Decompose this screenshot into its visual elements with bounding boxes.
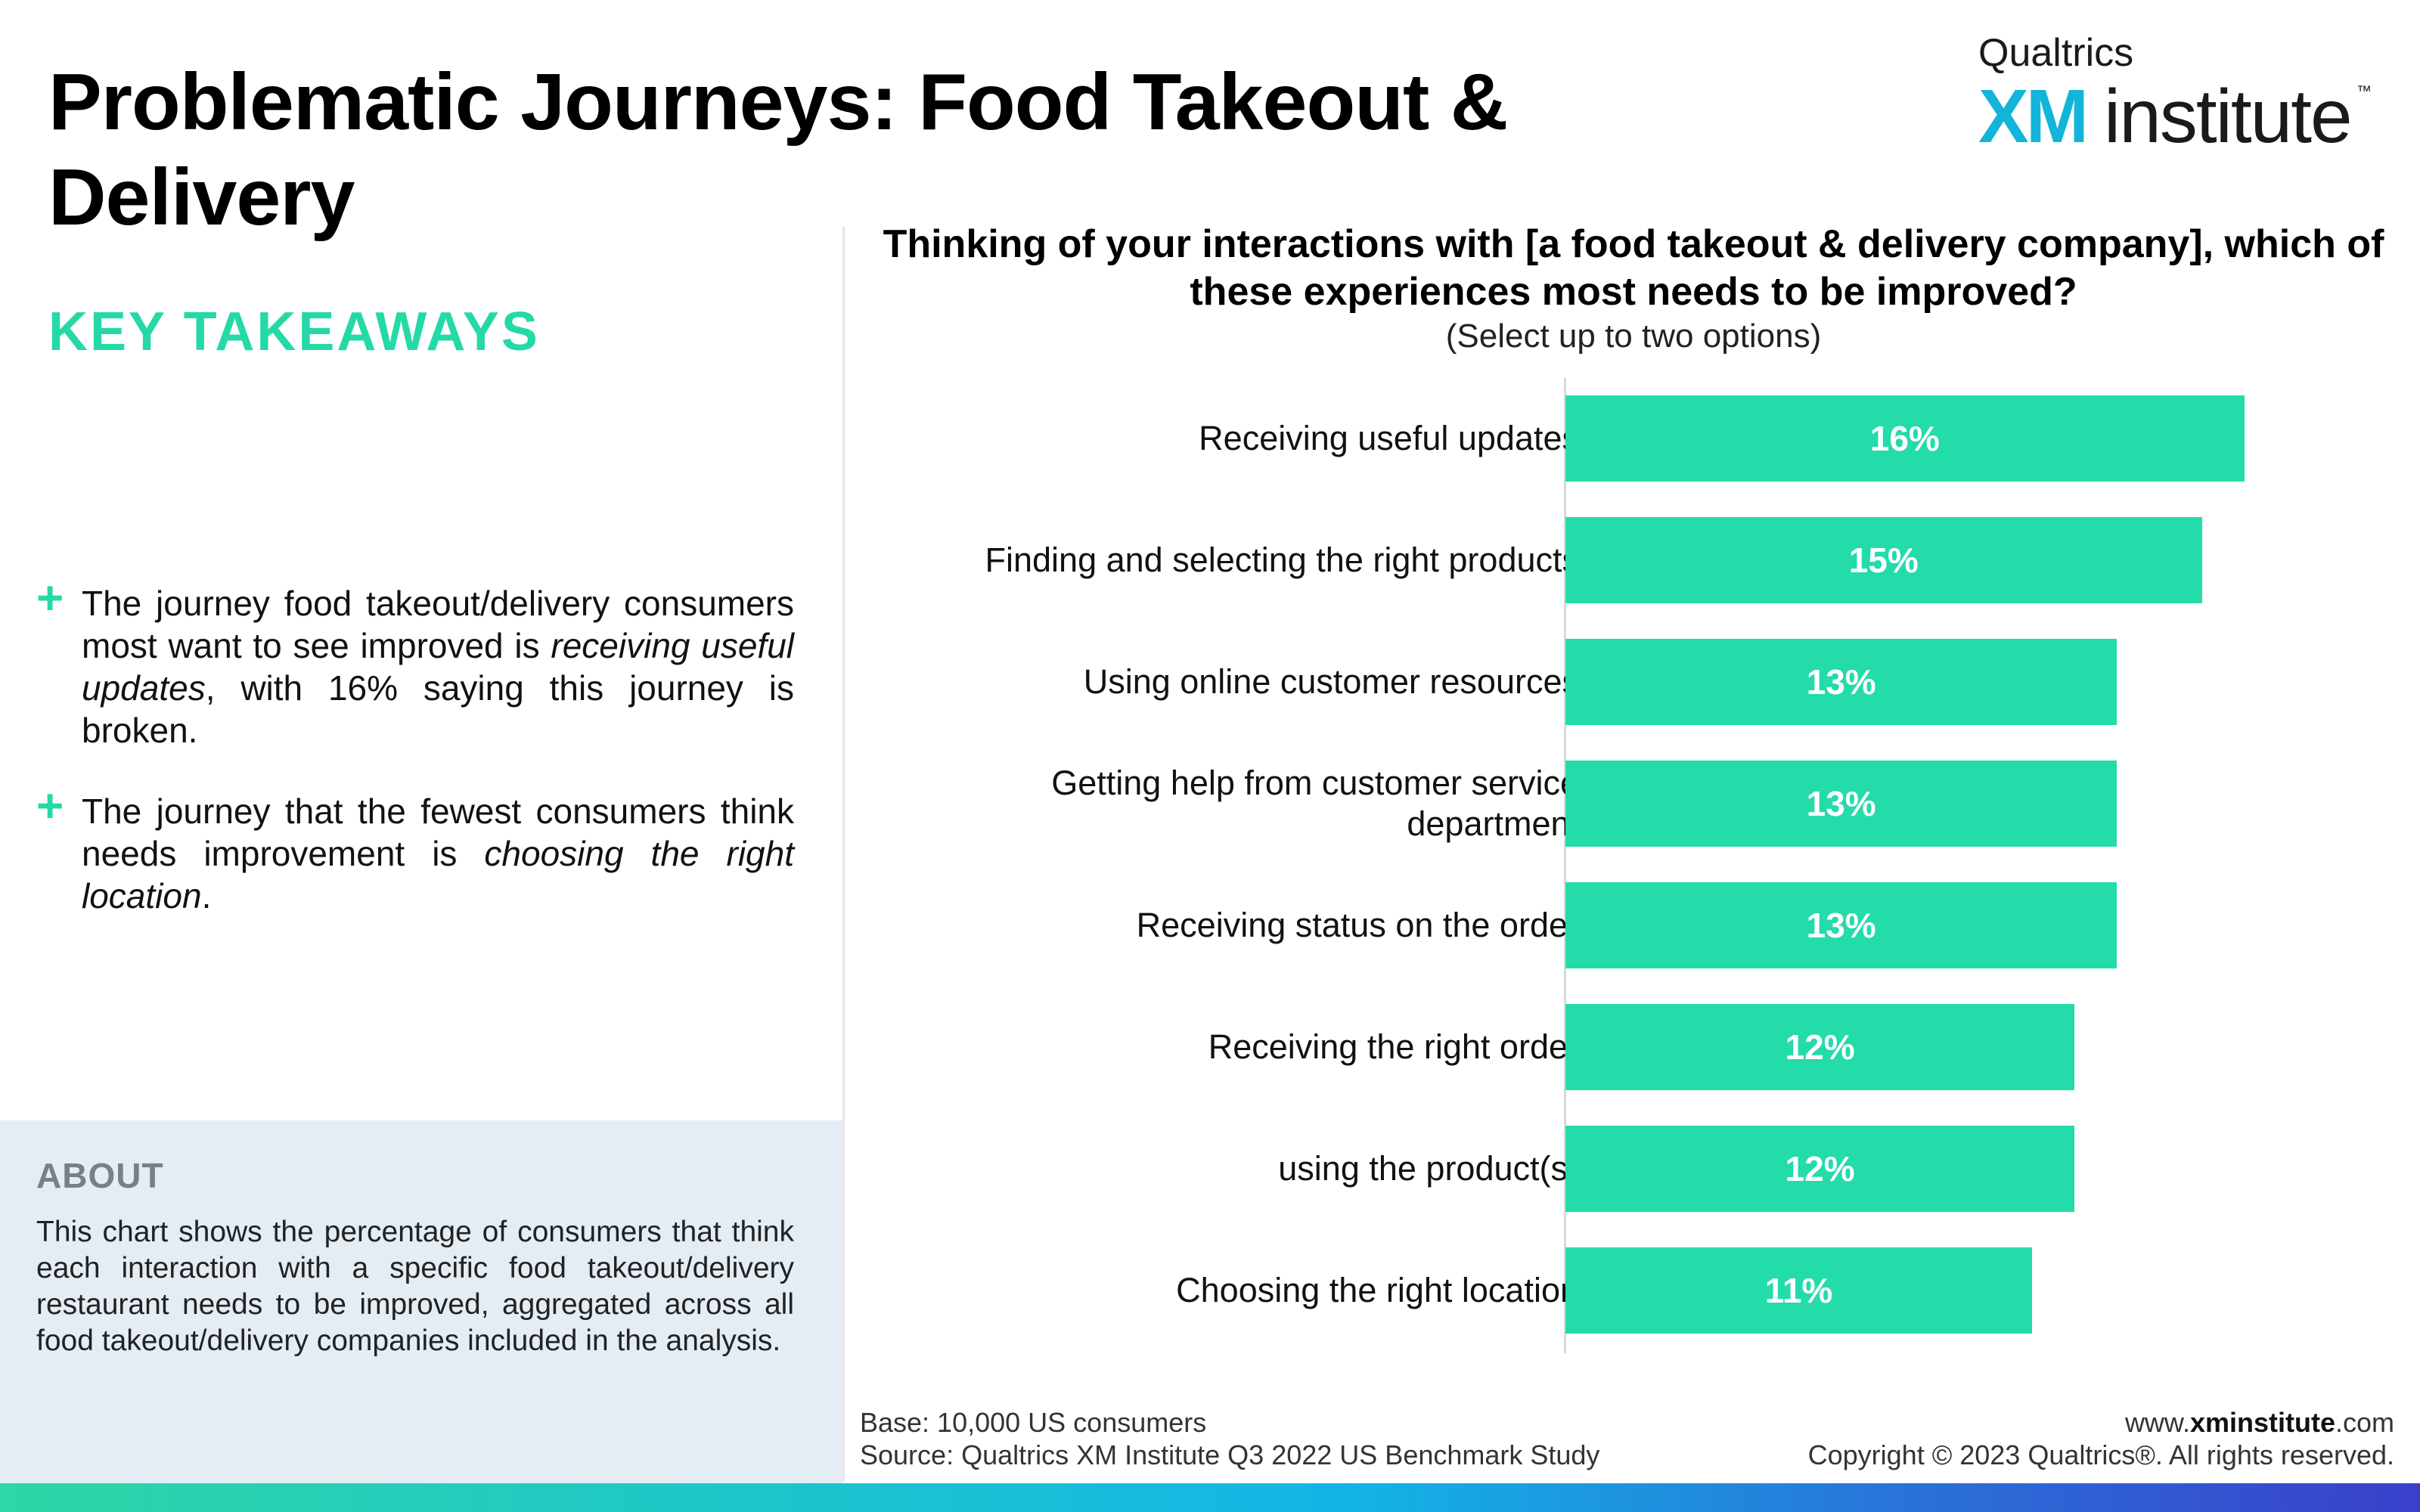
bar: 13% (1565, 761, 2118, 847)
bar-row: Receiving status on the order 13% (847, 882, 2420, 968)
logo-product-text: institute (2104, 74, 2353, 159)
bar: 12% (1565, 1004, 2075, 1090)
plus-icon: + (36, 572, 64, 624)
category-label: Receiving status on the order (1136, 906, 1579, 944)
bar-value-label: 16% (1869, 419, 1940, 458)
bar-value-label: 13% (1806, 662, 1876, 702)
bar-row: Using online customer resources 13% (847, 639, 2420, 725)
takeaway-item: + The journey food takeout/delivery cons… (36, 572, 794, 751)
chart-title: Thinking of your interactions with [a fo… (883, 222, 2384, 314)
footer-url: www.xminstitute.com (2124, 1407, 2394, 1438)
footer-source: Source: Qualtrics XM Institute Q3 2022 U… (860, 1439, 1600, 1470)
bar-value-label: 13% (1806, 906, 1876, 945)
bar-row: Choosing the right location 11% (847, 1247, 2420, 1334)
bar-row: Receiving useful updates 16% (847, 395, 2420, 482)
takeaway-text: The journey food takeout/delivery consum… (82, 584, 794, 750)
bar: 15% (1565, 517, 2202, 603)
chart-axis-line (1564, 378, 1566, 1353)
logo-trademark: ™ (2356, 83, 2372, 100)
takeaway-item: + The journey that the fewest consumers … (36, 780, 794, 917)
page-title: Problematic Journeys: Food Takeout & Del… (48, 57, 1508, 242)
bar: 16% (1565, 395, 2245, 482)
category-label: using the product(s) (1278, 1149, 1579, 1188)
footer-copyright: Copyright © 2023 Qualtrics®. All rights … (1807, 1439, 2394, 1470)
category-label: Finding and selecting the right products (985, 541, 1579, 579)
bar-value-label: 12% (1785, 1149, 1855, 1188)
category-label: Receiving useful updates (1199, 419, 1579, 457)
bar-value-label: 13% (1806, 784, 1876, 823)
brand-gradient-bar (0, 1483, 2420, 1512)
bar-row: Finding and selecting the right products… (847, 517, 2420, 603)
about-title: ABOUT (36, 1156, 164, 1195)
bar: 11% (1565, 1247, 2033, 1334)
bar: 12% (1565, 1126, 2075, 1212)
plus-icon: + (36, 780, 64, 832)
logo-xm-mark: XM (1978, 74, 2089, 159)
bar: 13% (1565, 882, 2118, 968)
xm-institute-logo: Qualtrics XM institute ™ (1978, 30, 2372, 154)
category-label: Choosing the right location (1176, 1271, 1579, 1309)
chart-subtitle: (Select up to two options) (1445, 318, 1822, 355)
column-divider (842, 227, 845, 1482)
bar-value-label: 11% (1764, 1271, 1833, 1310)
about-panel: ABOUT This chart shows the percentage of… (0, 1120, 842, 1483)
category-label: Using online customer resources (1083, 662, 1579, 701)
footer-credits: www.xminstitute.com Copyright © 2023 Qua… (1808, 1406, 2394, 1471)
bar-row: using the product(s) 12% (847, 1126, 2420, 1212)
bar-value-label: 15% (1848, 541, 1919, 580)
logo-brand-text: Qualtrics (1978, 31, 2134, 75)
bar-value-label: 12% (1785, 1027, 1855, 1067)
footer-notes: Base: 10,000 US consumers Source: Qualtr… (860, 1406, 1599, 1471)
footer-base: Base: 10,000 US consumers (860, 1407, 1207, 1438)
category-label: Receiving the right order (1208, 1027, 1579, 1066)
bar-chart: Receiving useful updates 16% Finding and s… (847, 370, 2420, 1353)
takeaway-text: The journey that the fewest consumers th… (82, 792, 794, 916)
about-text: This chart shows the percentage of consu… (36, 1216, 794, 1357)
category-label: Getting help from customer service depar… (1051, 764, 1579, 843)
key-takeaways-heading: KEY TAKEAWAYS (48, 302, 540, 362)
bar-row: Getting help from customer service depar… (847, 761, 2420, 847)
bar-row: Receiving the right order 12% (847, 1004, 2420, 1090)
bar: 13% (1565, 639, 2118, 725)
